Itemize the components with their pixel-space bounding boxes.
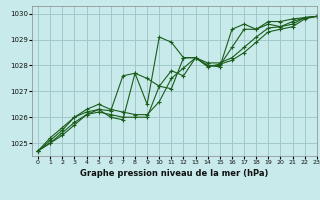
X-axis label: Graphe pression niveau de la mer (hPa): Graphe pression niveau de la mer (hPa) [80,169,268,178]
